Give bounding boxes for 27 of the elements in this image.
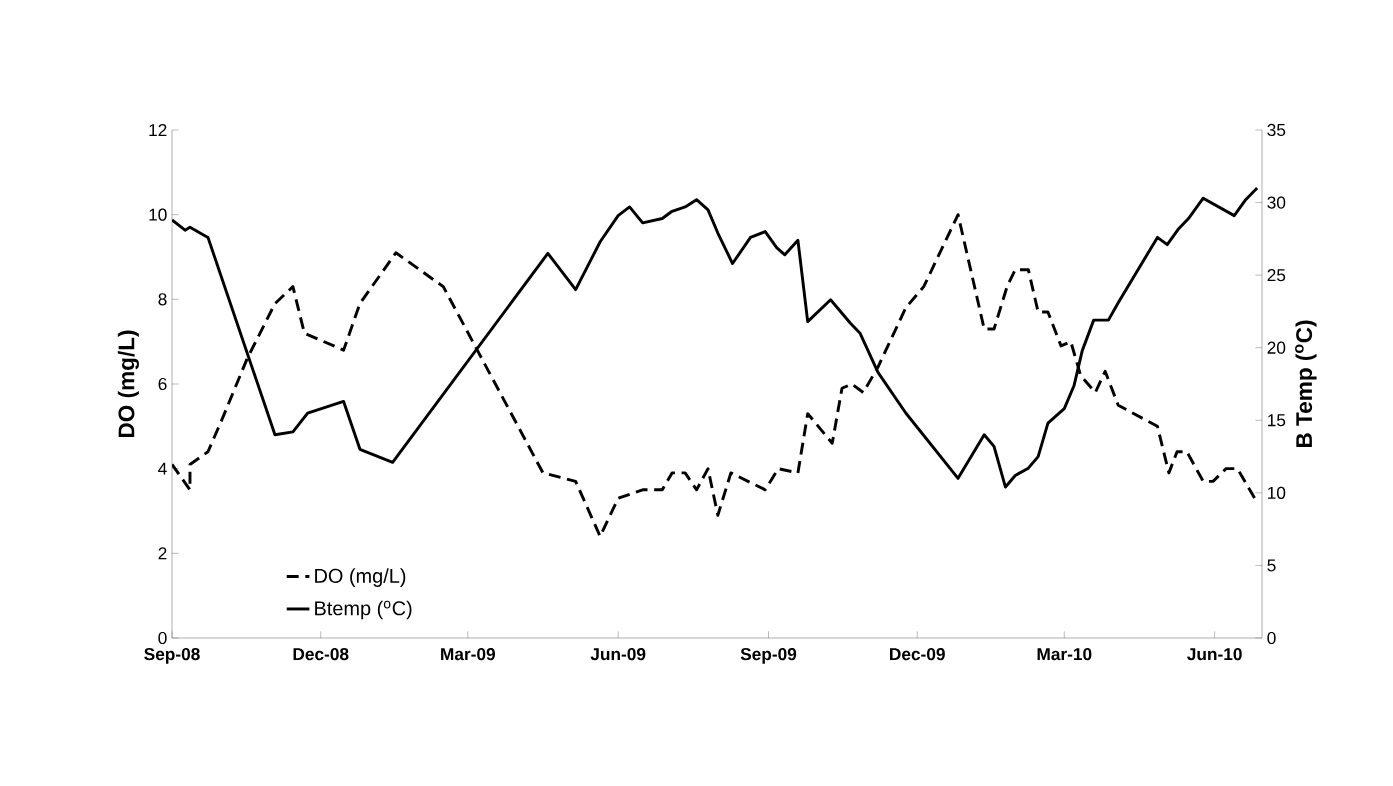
y2-tick-label: 10 [1268, 486, 1286, 499]
y-tick-label: 6 [158, 377, 167, 391]
y-tick-label: 12 [149, 123, 167, 137]
x-tick-label: Jun-10 [1187, 648, 1242, 661]
x-tick-label: Sep-09 [740, 648, 797, 664]
x-tick-label: Dec-08 [293, 648, 349, 661]
x-tick-label: Sep-08 [144, 648, 200, 664]
x-tick-label: Mar-09 [441, 648, 495, 661]
x-tick-label: Mar-10 [1037, 648, 1092, 661]
y-tick-label: 10 [149, 208, 167, 221]
y-tick-label: 0 [158, 631, 167, 645]
y-axis-title: DO (mg/L) [117, 330, 139, 438]
y2-tick-label: 35 [1267, 123, 1286, 137]
x-tick-label: Dec-09 [890, 648, 945, 661]
legend-label: DO (mg/L) [315, 568, 406, 587]
y2-axis-title: B Temp ($^{o}$C) [1295, 320, 1317, 448]
y2-tick-label: 20 [1267, 341, 1286, 354]
y2-tick-label: 15 [1268, 414, 1286, 427]
y2-tick-label: 25 [1267, 269, 1286, 282]
y-tick-label: 8 [158, 293, 167, 306]
y2-tick-label: 30 [1267, 196, 1286, 209]
y2-tick-label: 0 [1267, 631, 1276, 645]
y-tick-label: 2 [158, 547, 167, 560]
legend-label: Btemp ($^{o}$C) [315, 600, 412, 620]
y-tick-label: 4 [158, 462, 167, 475]
x-tick-label: Jun-09 [590, 648, 646, 661]
y2-tick-label: 5 [1267, 559, 1276, 572]
